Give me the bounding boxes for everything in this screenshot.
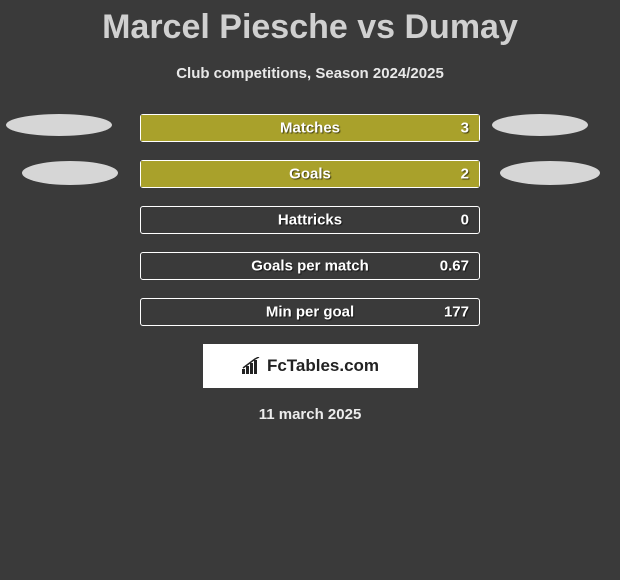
stat-label: Min per goal bbox=[266, 304, 354, 321]
bars-icon bbox=[241, 357, 263, 375]
stat-row: Matches 3 bbox=[140, 114, 480, 142]
stat-row: Min per goal 177 bbox=[140, 298, 480, 326]
stat-row: Goals per match 0.67 bbox=[140, 252, 480, 280]
stat-label: Goals per match bbox=[251, 258, 369, 275]
decorative-ellipse bbox=[500, 161, 600, 185]
decorative-ellipse bbox=[492, 114, 588, 136]
date-label: 11 march 2025 bbox=[0, 406, 620, 423]
fctables-logo: FcTables.com bbox=[203, 344, 418, 388]
stat-value-right: 177 bbox=[444, 304, 469, 321]
stat-value-right: 2 bbox=[461, 166, 469, 183]
stat-label: Goals bbox=[289, 166, 331, 183]
comparison-chart: Matches 3 Goals 2 Hattricks 0 Goals per match 0… bbox=[0, 114, 620, 326]
page-title: Marcel Piesche vs Dumay bbox=[0, 0, 620, 47]
stat-value-right: 0 bbox=[461, 212, 469, 229]
decorative-ellipse bbox=[6, 114, 112, 136]
logo-text: FcTables.com bbox=[267, 356, 379, 376]
stat-row: Goals 2 bbox=[140, 160, 480, 188]
stat-label: Hattricks bbox=[278, 212, 342, 229]
stat-value-right: 0.67 bbox=[440, 258, 469, 275]
stat-label: Matches bbox=[280, 120, 340, 137]
subtitle: Club competitions, Season 2024/2025 bbox=[0, 65, 620, 82]
stat-value-right: 3 bbox=[461, 120, 469, 137]
decorative-ellipse bbox=[22, 161, 118, 185]
stat-row: Hattricks 0 bbox=[140, 206, 480, 234]
